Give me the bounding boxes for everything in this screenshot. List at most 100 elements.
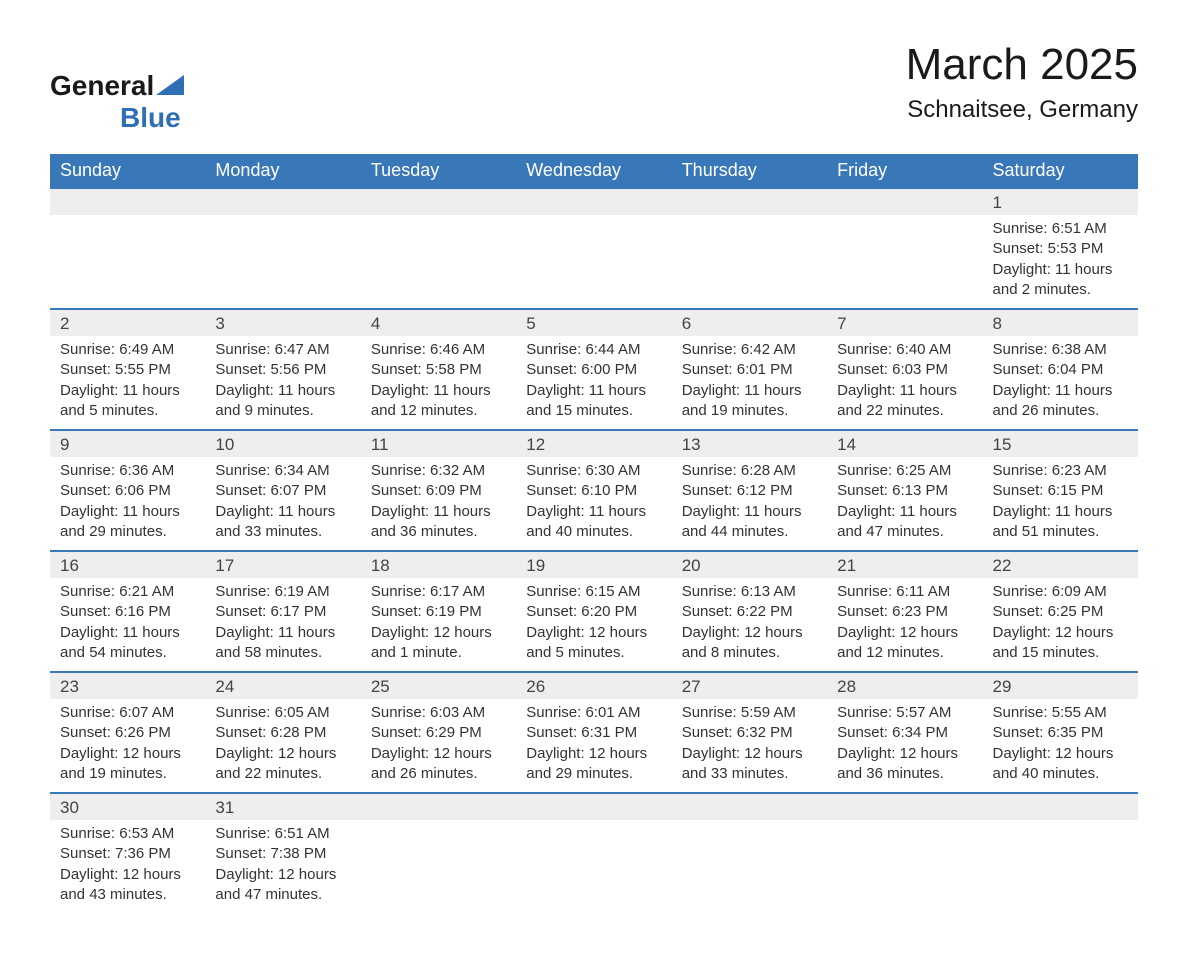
day-number-cell: 28 bbox=[827, 672, 982, 699]
day-number-cell: 31 bbox=[205, 793, 360, 820]
day-detail-cell: Sunrise: 5:57 AMSunset: 6:34 PMDaylight:… bbox=[827, 699, 982, 793]
day-detail-cell: Sunrise: 6:07 AMSunset: 6:26 PMDaylight:… bbox=[50, 699, 205, 793]
daylight-text: Daylight: 11 hours and 9 minutes. bbox=[215, 381, 350, 422]
day-number-cell: 12 bbox=[516, 430, 671, 457]
daylight-text: Daylight: 11 hours and 15 minutes. bbox=[526, 381, 661, 422]
weekday-header: Wednesday bbox=[516, 154, 671, 188]
sunset-text: Sunset: 5:53 PM bbox=[993, 239, 1128, 259]
day-detail-cell bbox=[672, 820, 827, 913]
day-detail-cell: Sunrise: 6:49 AMSunset: 5:55 PMDaylight:… bbox=[50, 336, 205, 430]
day-detail-cell: Sunrise: 5:59 AMSunset: 6:32 PMDaylight:… bbox=[672, 699, 827, 793]
day-detail-cell: Sunrise: 6:30 AMSunset: 6:10 PMDaylight:… bbox=[516, 457, 671, 551]
day-detail-cell bbox=[361, 820, 516, 913]
page-header: General Blue March 2025 Schnaitsee, Germ… bbox=[50, 40, 1138, 134]
day-number-row: 1 bbox=[50, 188, 1138, 215]
weekday-header: Monday bbox=[205, 154, 360, 188]
day-detail-cell: Sunrise: 6:03 AMSunset: 6:29 PMDaylight:… bbox=[361, 699, 516, 793]
sunrise-text: Sunrise: 6:01 AM bbox=[526, 703, 661, 723]
day-number-cell: 4 bbox=[361, 309, 516, 336]
daylight-text: Daylight: 11 hours and 51 minutes. bbox=[993, 502, 1128, 543]
daylight-text: Daylight: 12 hours and 1 minute. bbox=[371, 623, 506, 664]
title-block: March 2025 Schnaitsee, Germany bbox=[906, 40, 1138, 124]
sunset-text: Sunset: 5:55 PM bbox=[60, 360, 195, 380]
day-detail-row: Sunrise: 6:51 AMSunset: 5:53 PMDaylight:… bbox=[50, 215, 1138, 309]
day-number-cell: 25 bbox=[361, 672, 516, 699]
sunset-text: Sunset: 6:06 PM bbox=[60, 481, 195, 501]
sunrise-text: Sunrise: 6:07 AM bbox=[60, 703, 195, 723]
sunset-text: Sunset: 6:26 PM bbox=[60, 723, 195, 743]
day-detail-row: Sunrise: 6:49 AMSunset: 5:55 PMDaylight:… bbox=[50, 336, 1138, 430]
daylight-text: Daylight: 11 hours and 44 minutes. bbox=[682, 502, 817, 543]
sunset-text: Sunset: 6:04 PM bbox=[993, 360, 1128, 380]
weekday-header: Friday bbox=[827, 154, 982, 188]
location-label: Schnaitsee, Germany bbox=[906, 96, 1138, 124]
sunset-text: Sunset: 6:10 PM bbox=[526, 481, 661, 501]
day-detail-cell: Sunrise: 6:15 AMSunset: 6:20 PMDaylight:… bbox=[516, 578, 671, 672]
day-number-cell: 15 bbox=[983, 430, 1138, 457]
daylight-text: Daylight: 11 hours and 40 minutes. bbox=[526, 502, 661, 543]
daylight-text: Daylight: 12 hours and 15 minutes. bbox=[993, 623, 1128, 664]
day-detail-cell bbox=[516, 215, 671, 309]
sunrise-text: Sunrise: 6:05 AM bbox=[215, 703, 350, 723]
day-number-cell: 16 bbox=[50, 551, 205, 578]
day-detail-cell: Sunrise: 6:01 AMSunset: 6:31 PMDaylight:… bbox=[516, 699, 671, 793]
month-title: March 2025 bbox=[906, 40, 1138, 90]
sunrise-text: Sunrise: 6:53 AM bbox=[60, 824, 195, 844]
sunrise-text: Sunrise: 6:46 AM bbox=[371, 340, 506, 360]
sunrise-text: Sunrise: 6:34 AM bbox=[215, 461, 350, 481]
day-detail-cell bbox=[361, 215, 516, 309]
day-number-cell: 7 bbox=[827, 309, 982, 336]
weekday-header: Tuesday bbox=[361, 154, 516, 188]
daylight-text: Daylight: 12 hours and 19 minutes. bbox=[60, 744, 195, 785]
day-number-cell bbox=[672, 793, 827, 820]
day-detail-cell: Sunrise: 6:11 AMSunset: 6:23 PMDaylight:… bbox=[827, 578, 982, 672]
sunrise-text: Sunrise: 6:36 AM bbox=[60, 461, 195, 481]
sunrise-text: Sunrise: 6:38 AM bbox=[993, 340, 1128, 360]
day-number-cell bbox=[516, 793, 671, 820]
sunset-text: Sunset: 6:25 PM bbox=[993, 602, 1128, 622]
sunset-text: Sunset: 6:01 PM bbox=[682, 360, 817, 380]
day-detail-cell: Sunrise: 6:23 AMSunset: 6:15 PMDaylight:… bbox=[983, 457, 1138, 551]
day-number-row: 16171819202122 bbox=[50, 551, 1138, 578]
day-number-cell: 9 bbox=[50, 430, 205, 457]
day-detail-cell: Sunrise: 6:28 AMSunset: 6:12 PMDaylight:… bbox=[672, 457, 827, 551]
day-number-row: 9101112131415 bbox=[50, 430, 1138, 457]
sunset-text: Sunset: 6:03 PM bbox=[837, 360, 972, 380]
daylight-text: Daylight: 11 hours and 22 minutes. bbox=[837, 381, 972, 422]
day-number-cell bbox=[50, 188, 205, 215]
day-number-cell: 20 bbox=[672, 551, 827, 578]
daylight-text: Daylight: 11 hours and 54 minutes. bbox=[60, 623, 195, 664]
day-detail-cell: Sunrise: 6:47 AMSunset: 5:56 PMDaylight:… bbox=[205, 336, 360, 430]
day-number-cell bbox=[205, 188, 360, 215]
daylight-text: Daylight: 11 hours and 5 minutes. bbox=[60, 381, 195, 422]
day-number-cell: 27 bbox=[672, 672, 827, 699]
sunset-text: Sunset: 6:29 PM bbox=[371, 723, 506, 743]
day-number-cell: 10 bbox=[205, 430, 360, 457]
sunset-text: Sunset: 6:22 PM bbox=[682, 602, 817, 622]
weekday-header-row: Sunday Monday Tuesday Wednesday Thursday… bbox=[50, 154, 1138, 188]
daylight-text: Daylight: 11 hours and 29 minutes. bbox=[60, 502, 195, 543]
day-number-cell bbox=[672, 188, 827, 215]
sunset-text: Sunset: 7:36 PM bbox=[60, 844, 195, 864]
sunset-text: Sunset: 6:15 PM bbox=[993, 481, 1128, 501]
sunset-text: Sunset: 6:13 PM bbox=[837, 481, 972, 501]
sunrise-text: Sunrise: 6:21 AM bbox=[60, 582, 195, 602]
sunset-text: Sunset: 5:56 PM bbox=[215, 360, 350, 380]
sunrise-text: Sunrise: 6:47 AM bbox=[215, 340, 350, 360]
day-number-cell: 26 bbox=[516, 672, 671, 699]
day-detail-cell: Sunrise: 6:09 AMSunset: 6:25 PMDaylight:… bbox=[983, 578, 1138, 672]
day-number-cell: 6 bbox=[672, 309, 827, 336]
sunset-text: Sunset: 6:31 PM bbox=[526, 723, 661, 743]
sunrise-text: Sunrise: 5:57 AM bbox=[837, 703, 972, 723]
day-detail-row: Sunrise: 6:21 AMSunset: 6:16 PMDaylight:… bbox=[50, 578, 1138, 672]
sunset-text: Sunset: 5:58 PM bbox=[371, 360, 506, 380]
brand-triangle-icon bbox=[156, 70, 184, 102]
day-number-cell: 2 bbox=[50, 309, 205, 336]
day-detail-cell: Sunrise: 6:13 AMSunset: 6:22 PMDaylight:… bbox=[672, 578, 827, 672]
day-detail-cell: Sunrise: 6:51 AMSunset: 5:53 PMDaylight:… bbox=[983, 215, 1138, 309]
weekday-header: Thursday bbox=[672, 154, 827, 188]
day-detail-cell bbox=[983, 820, 1138, 913]
sunrise-text: Sunrise: 6:51 AM bbox=[993, 219, 1128, 239]
sunset-text: Sunset: 6:09 PM bbox=[371, 481, 506, 501]
daylight-text: Daylight: 12 hours and 29 minutes. bbox=[526, 744, 661, 785]
